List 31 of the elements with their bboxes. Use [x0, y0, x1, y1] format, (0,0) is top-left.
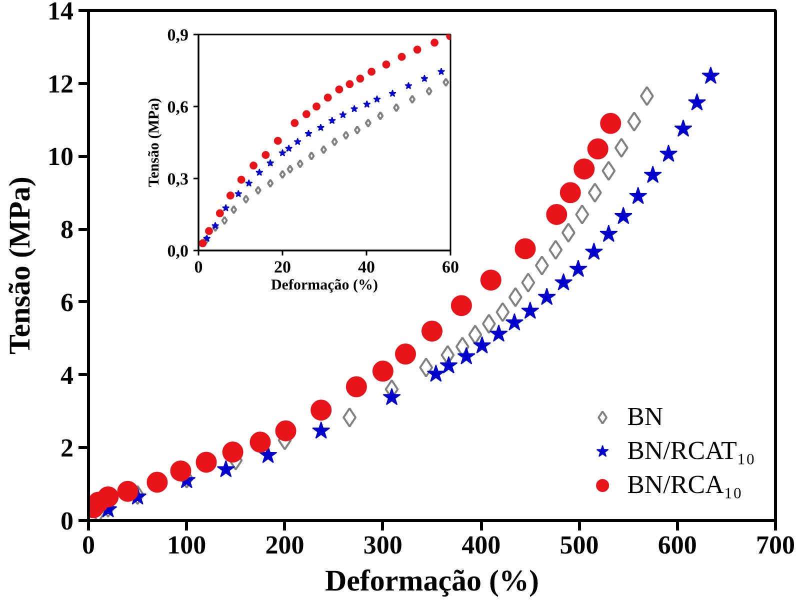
y-axis-title: Tensão (MPa) [4, 176, 36, 355]
y-tick-label: 8 [60, 215, 74, 244]
y-tick-label: 4 [60, 360, 74, 390]
y-tick-label: 0,3 [167, 170, 188, 188]
y-axis-title: Tensão (MPa) [146, 98, 162, 188]
x-tick-label: 20 [274, 258, 291, 276]
y-tick-label: 0,6 [167, 98, 188, 116]
x-tick-label: 400 [462, 530, 501, 560]
x-tick-label: 0 [194, 258, 203, 276]
y-tick-label: 0 [60, 506, 74, 536]
y-tick-label: 0,0 [167, 242, 188, 260]
x-tick-label: 0 [82, 530, 95, 560]
legend-label: BN [627, 402, 664, 432]
x-tick-label: 100 [167, 530, 206, 560]
x-tick-label: 40 [358, 258, 375, 276]
legend-label: BN/RCAT₁₀ [627, 436, 755, 466]
x-tick-label: 700 [756, 530, 795, 560]
x-tick-label: 500 [560, 530, 599, 560]
x-tick-label: 300 [363, 530, 402, 560]
x-tick-label: 60 [442, 258, 459, 276]
legend-label: BN/RCA₁₀ [627, 470, 742, 500]
y-tick-label: 0,9 [167, 26, 188, 44]
y-tick-label: 6 [60, 288, 74, 317]
x-tick-label: 600 [658, 530, 697, 560]
y-tick-label: 2 [60, 434, 74, 463]
x-axis-title: Deformação (%) [270, 278, 378, 294]
y-tick-label: 14 [48, 0, 74, 26]
x-axis-title: Deformação (%) [324, 564, 540, 598]
y-tick-label: 10 [48, 142, 74, 172]
y-tick-label: 12 [48, 69, 74, 98]
x-tick-label: 200 [265, 530, 304, 560]
